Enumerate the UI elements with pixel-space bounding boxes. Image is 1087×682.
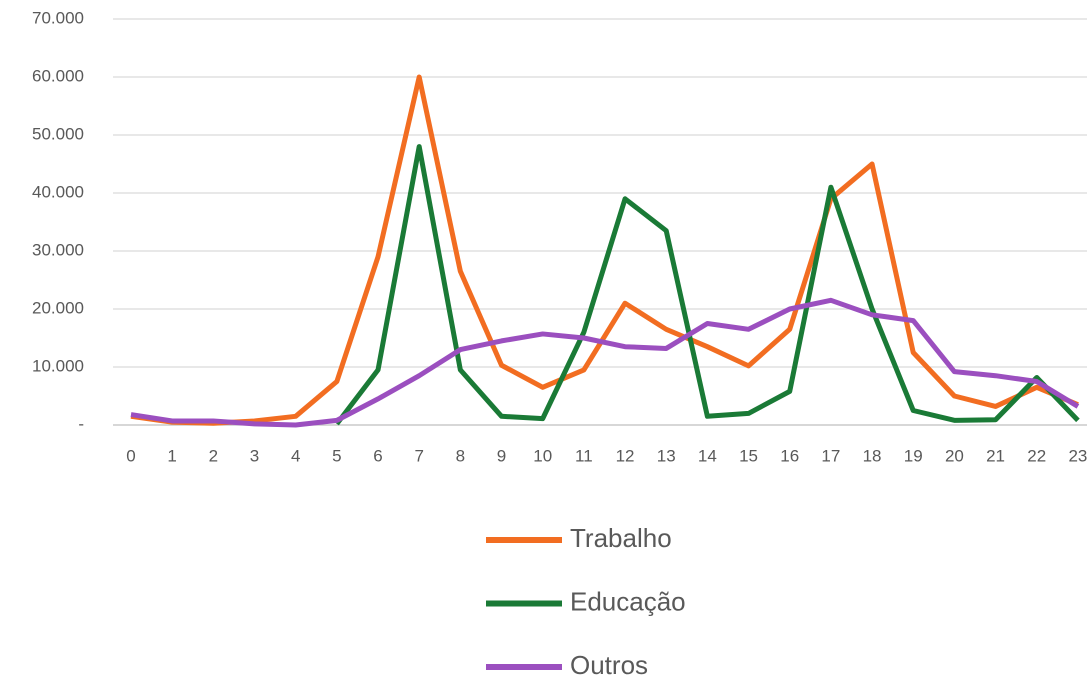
y-tick-label: 50.000 (32, 124, 84, 143)
legend-label: Outros (570, 650, 648, 680)
x-tick-label: 17 (821, 446, 840, 465)
y-tick-label: 20.000 (32, 298, 84, 317)
x-tick-label: 2 (209, 446, 218, 465)
x-tick-label: 18 (863, 446, 882, 465)
y-tick-label: 70.000 (32, 8, 84, 27)
x-tick-label: 11 (575, 446, 593, 465)
x-tick-label: 4 (291, 446, 300, 465)
x-tick-label: 9 (497, 446, 506, 465)
legend-label: Trabalho (570, 523, 672, 553)
x-tick-label: 8 (456, 446, 465, 465)
x-tick-label: 5 (332, 446, 341, 465)
y-tick-label: 40.000 (32, 182, 84, 201)
x-tick-label: 15 (739, 446, 758, 465)
x-tick-label: 3 (250, 446, 259, 465)
x-tick-label: 10 (533, 446, 552, 465)
y-tick-label: - (78, 414, 84, 433)
x-tick-label: 13 (657, 446, 676, 465)
x-tick-label: 6 (373, 446, 382, 465)
x-tick-label: 19 (904, 446, 923, 465)
x-tick-label: 21 (986, 446, 1005, 465)
x-tick-label: 16 (780, 446, 799, 465)
series-line (334, 144, 1080, 426)
x-tick-label: 23 (1068, 446, 1087, 465)
x-tick-label: 20 (945, 446, 964, 465)
legend-label: Educação (570, 586, 686, 616)
x-tick-label: 12 (616, 446, 635, 465)
y-tick-label: 10.000 (32, 356, 84, 375)
x-tick-label: 0 (126, 446, 135, 465)
y-tick-label: 30.000 (32, 240, 84, 259)
series-line (130, 74, 1079, 426)
series-line (130, 297, 1080, 428)
x-tick-label: 7 (414, 446, 423, 465)
x-tick-label: 14 (698, 446, 717, 465)
x-tick-label: 1 (167, 446, 176, 465)
y-tick-label: 60.000 (32, 66, 84, 85)
x-tick-label: 22 (1027, 446, 1046, 465)
